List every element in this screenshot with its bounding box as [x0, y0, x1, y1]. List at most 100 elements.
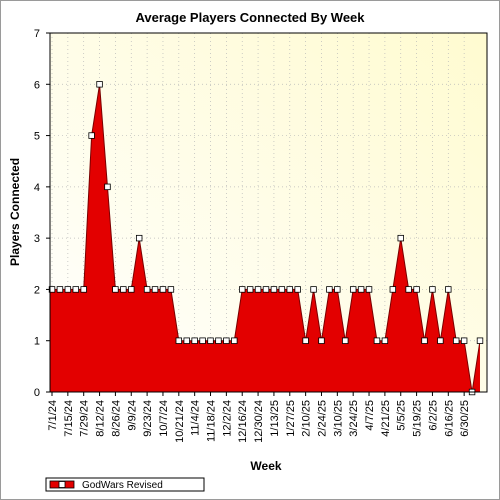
data-point: [175, 337, 183, 344]
data-point: [334, 286, 341, 293]
data-point: [104, 183, 111, 191]
data-point: [159, 286, 167, 293]
data-point: [453, 337, 460, 344]
x-tick-label: 3/24/25: [348, 400, 360, 437]
x-tick-label: 12/16/24: [237, 400, 249, 443]
x-tick-label: 12/30/24: [253, 400, 265, 443]
x-tick-label: 1/27/25: [285, 400, 297, 437]
data-point: [421, 337, 428, 344]
data-point: [88, 132, 95, 139]
data-point: [246, 286, 254, 293]
legend: GodWars Revised: [45, 477, 205, 492]
x-tick-label: 11/4/24: [190, 400, 202, 436]
data-point: [294, 286, 301, 293]
x-tick-label: 9/9/24: [126, 400, 138, 431]
x-tick-label: 5/5/25: [396, 400, 408, 431]
x-tick-label: 6/30/25: [459, 400, 471, 437]
data-point: [389, 286, 397, 293]
x-tick-label: 1/13/25: [269, 400, 281, 437]
data-point: [286, 286, 293, 293]
x-tick-label: 7/29/24: [79, 400, 91, 437]
data-point: [112, 286, 119, 293]
data-point: [397, 234, 404, 242]
data-point: [381, 337, 389, 344]
data-point: [72, 286, 79, 293]
x-axis-ticks: 7/1/24 7/15/24 7/29/24 8/12/24 8/26/24 9/9/24…: [47, 392, 471, 443]
data-point: [437, 337, 444, 344]
legend-series-name: GodWars Revised: [82, 480, 163, 491]
x-tick-label: 10/7/24: [158, 400, 170, 437]
x-tick-label: 2/10/25: [301, 400, 313, 437]
data-point: [270, 286, 278, 293]
data-point: [302, 337, 309, 344]
series-markers: [48, 81, 484, 396]
data-point: [128, 286, 135, 293]
data-point: [231, 337, 238, 344]
x-tick-label: 12/2/24: [221, 400, 233, 437]
x-tick-label: 11/18/24: [206, 400, 218, 442]
data-point: [405, 286, 412, 293]
data-point: [183, 337, 190, 344]
x-tick-label: 4/21/25: [380, 400, 392, 437]
data-point: [476, 337, 484, 344]
data-point: [429, 286, 436, 293]
x-tick-label: 2/24/25: [316, 400, 328, 437]
data-point: [326, 286, 333, 293]
data-point: [191, 337, 198, 344]
data-point: [460, 337, 468, 344]
data-point: [151, 286, 159, 293]
data-point: [445, 286, 452, 293]
y-tick-label: 6: [34, 79, 40, 91]
data-point: [318, 337, 325, 344]
y-tick-label: 1: [34, 336, 40, 348]
y-axis-ticks: 0 1 2 3 4 5 6 7: [34, 28, 50, 399]
x-tick-label: 5/19/25: [412, 400, 424, 437]
data-point: [223, 337, 230, 344]
x-tick-label: 8/12/24: [95, 400, 107, 437]
y-tick-label: 4: [34, 182, 40, 194]
data-point: [254, 286, 262, 293]
x-tick-label: 8/26/24: [110, 400, 122, 437]
data-point: [207, 337, 214, 344]
data-point: [120, 286, 127, 293]
x-tick-label: 3/10/25: [332, 400, 344, 437]
y-tick-label: 2: [34, 284, 40, 296]
data-point: [278, 286, 286, 293]
data-point: [262, 286, 270, 293]
y-tick-label: 7: [34, 28, 40, 40]
data-point: [342, 337, 349, 344]
legend-box: [45, 477, 205, 492]
x-axis-label: Week: [250, 459, 281, 473]
data-point: [310, 286, 317, 293]
x-tick-label: 6/16/25: [443, 400, 455, 437]
y-tick-label: 3: [34, 233, 40, 245]
data-point: [365, 286, 373, 293]
data-point: [215, 337, 222, 344]
y-axis-label: Players Connected: [8, 158, 22, 266]
x-tick-label: 9/23/24: [142, 400, 154, 437]
x-tick-label: 7/15/24: [63, 400, 75, 437]
data-point: [143, 286, 151, 293]
data-point: [373, 337, 381, 344]
x-tick-label: 6/2/25: [427, 400, 439, 431]
x-tick-label: 7/1/24: [47, 400, 59, 431]
legend-marker: [58, 481, 66, 488]
data-point: [64, 286, 72, 293]
data-point: [357, 286, 365, 293]
x-tick-label: 10/21/24: [174, 400, 186, 443]
data-point: [135, 234, 143, 242]
data-point: [349, 286, 357, 293]
y-tick-label: 0: [34, 387, 40, 399]
data-point: [80, 286, 87, 293]
data-point: [413, 286, 420, 293]
data-point: [96, 81, 103, 88]
data-point: [199, 337, 206, 344]
data-point: [56, 286, 64, 293]
data-point: [239, 286, 246, 293]
chart-title: Average Players Connected By Week: [135, 10, 365, 25]
x-tick-label: 4/7/25: [364, 400, 376, 431]
y-tick-label: 5: [34, 131, 40, 143]
data-point: [167, 286, 175, 293]
plot-border: [49, 32, 488, 393]
